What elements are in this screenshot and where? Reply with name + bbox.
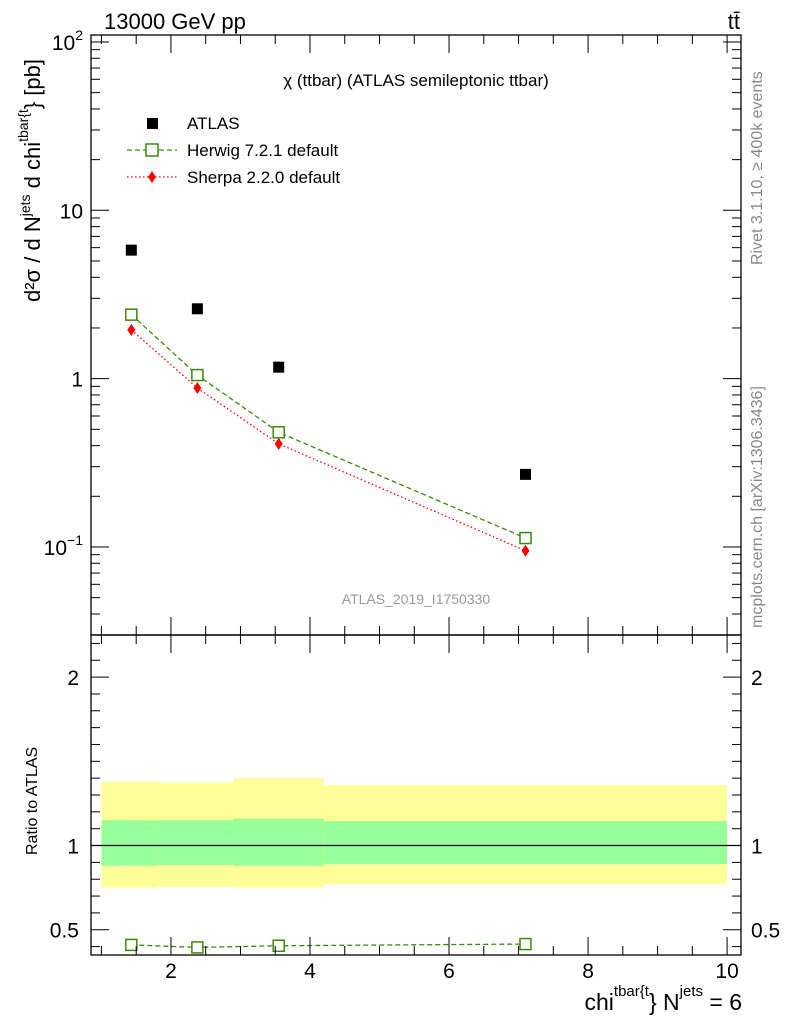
ratio-bands (101, 778, 728, 888)
legend-atlas-label: ATLAS (187, 114, 240, 133)
uncertainty-band-inner (157, 820, 234, 865)
uncertainty-band-inner (323, 821, 728, 865)
ratio-series-line (131, 943, 526, 949)
data-point-atlas (273, 361, 285, 373)
ratio-data-point-herwig (191, 941, 204, 954)
ratio-y-ticks: 2 2 1 1 0.5 0.5 (50, 642, 780, 948)
xlabel-part-eq: = 6 (703, 989, 742, 1015)
x-tick-label: 10 (715, 960, 738, 983)
xlabel-part-close: } N (649, 989, 680, 1015)
ratio-y-tick-label-left: 2 (67, 667, 79, 690)
ratio-y-tick-label-right: 1 (751, 836, 763, 859)
data-point-atlas (191, 303, 203, 315)
main-y-ticks: 102 10 1 10−1 (44, 27, 741, 636)
xlabel-part-tbar: tbar{t (614, 983, 650, 1000)
legend-sherpa-marker (148, 171, 156, 183)
legend-atlas-marker (147, 118, 158, 129)
side-label-top: Rivet 3.1.10, ≥ 400k events (749, 71, 766, 265)
ratio-data-point-herwig (519, 937, 532, 951)
ylabel-part-close: } [pb] (20, 59, 45, 109)
ratio-y-tick-label-left: 1 (67, 836, 79, 859)
data-point-herwig (125, 308, 138, 321)
main-y-tick-label: 1 (71, 369, 83, 392)
main-panel: 102 10 1 10−1 χ (ttbar) (ATLAS semileptonic… (15, 27, 742, 636)
ratio-y-axis-label: Ratio to ATLAS (24, 747, 41, 855)
xlabel-part-jets: jets (679, 983, 703, 1000)
x-tick-label: 8 (582, 960, 594, 983)
legend-sherpa-label: Sherpa 2.2.0 default (187, 168, 340, 187)
ylabel-part-jets: jets (17, 194, 33, 217)
x-axis-label: chitbar{t} Njets = 6 (585, 983, 742, 1015)
data-point-sherpa (274, 437, 283, 450)
x-tick-label: 2 (165, 960, 177, 983)
ylabel-part-dchi: d chi (20, 142, 45, 195)
ratio-data-point-herwig (272, 939, 285, 952)
data-point-herwig (519, 531, 532, 545)
ratio-panel: 2 2 1 1 0.5 0.5 2 4 6 8 10 Ratio to ATLAS chitbar… (24, 634, 780, 1015)
ylabel-part-tbar: tbar{t (15, 109, 31, 142)
series-line-1 (130, 314, 526, 539)
data-point-sherpa (127, 323, 136, 336)
data-point-herwig (191, 368, 204, 382)
main-x-ticks (100, 35, 728, 635)
watermark: ATLAS_2019_I1750330 (342, 591, 491, 607)
main-series (125, 244, 532, 557)
legend: ATLAS Herwig 7.2.1 default Sherpa 2.2.0 … (127, 114, 340, 187)
main-y-tick-label: 10 (60, 200, 83, 223)
ratio-data-point-herwig (125, 938, 138, 952)
data-point-herwig (272, 426, 285, 439)
ratio-series (125, 937, 532, 954)
uncertainty-band-inner (101, 820, 158, 866)
ratio-y-tick-label-right: 2 (751, 667, 763, 690)
main-y-tick-label: 10−1 (44, 532, 84, 560)
ylabel-part-a: d²σ / d N (20, 216, 45, 302)
header-right: tt̄ (728, 9, 740, 34)
header-left: 13000 GeV pp (104, 9, 246, 34)
ratio-y-tick-label-right: 0.5 (751, 920, 780, 943)
main-title: χ (ttbar) (ATLAS semileptonic ttbar) (283, 71, 549, 90)
uncertainty-band-inner (233, 818, 324, 866)
main-y-axis-label: d²σ / d Njets d chitbar{t} [pb] (15, 59, 45, 302)
legend-herwig-marker (145, 143, 159, 157)
legend-herwig-label: Herwig 7.2.1 default (187, 141, 338, 160)
data-point-atlas (519, 468, 531, 480)
x-tick-label: 4 (304, 960, 316, 983)
data-point-sherpa (193, 381, 202, 394)
ratio-x-ticks: 2 4 6 8 10 (100, 635, 739, 983)
main-y-tick-label: 102 (52, 27, 83, 55)
data-point-atlas (125, 244, 137, 256)
data-point-sherpa (521, 544, 530, 557)
xlabel-part-chi: chi (585, 989, 614, 1015)
side-label-bottom: mcplots.cern.ch [arXiv:1306.3436] (749, 386, 766, 628)
series-line-2 (130, 329, 526, 552)
x-tick-label: 6 (443, 960, 455, 983)
ratio-y-tick-label-left: 0.5 (50, 920, 79, 943)
